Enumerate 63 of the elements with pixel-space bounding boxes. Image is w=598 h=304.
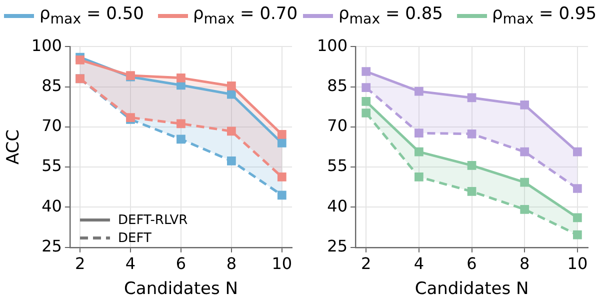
point <box>520 147 530 156</box>
point <box>277 138 286 148</box>
point <box>520 178 530 187</box>
legend-label: ρ$_{max}$ = 0.95 <box>492 4 597 28</box>
point <box>227 90 236 99</box>
point <box>467 161 476 170</box>
x-tick-label: 10 <box>272 254 292 274</box>
x-tick-label: 2 <box>361 254 372 274</box>
y-tick-label: 25 <box>327 236 348 256</box>
point <box>176 134 186 144</box>
point <box>414 86 424 96</box>
point <box>573 184 582 193</box>
point <box>573 213 582 222</box>
x-tick-label: 8 <box>520 254 530 274</box>
x-tick-label: 6 <box>176 254 186 274</box>
point <box>467 129 476 138</box>
y-tick-label: 100 <box>31 36 62 55</box>
point <box>362 67 371 76</box>
point <box>467 187 476 196</box>
point <box>573 147 582 156</box>
point <box>414 147 424 156</box>
point <box>573 230 582 240</box>
annotation: DEFT <box>118 230 152 246</box>
point <box>76 56 84 64</box>
y-axis-title: ACC <box>4 129 24 165</box>
point <box>277 172 286 182</box>
y-tick-label: 100 <box>316 36 348 55</box>
y-tick-label: 70 <box>42 116 62 136</box>
x-tick-label: 4 <box>414 254 424 274</box>
point <box>414 172 424 182</box>
y-tick-label: 85 <box>327 76 348 95</box>
x-tick-label: 4 <box>125 254 136 274</box>
x-tick-label: 2 <box>74 254 86 274</box>
x-tick-label: 6 <box>466 254 477 274</box>
point <box>362 83 371 92</box>
point <box>520 100 530 110</box>
y-tick-label: 55 <box>327 156 348 176</box>
point <box>414 128 424 138</box>
point <box>227 82 236 90</box>
y-tick-label: 40 <box>42 196 62 216</box>
y-tick-label: 40 <box>327 196 348 216</box>
point <box>176 119 186 128</box>
point <box>362 108 371 118</box>
y-tick-label: 25 <box>42 236 62 256</box>
point <box>277 190 286 200</box>
x-tick-label: 8 <box>226 254 237 274</box>
point <box>520 204 530 214</box>
legend-label: ρ$_{max}$ = 0.85 <box>338 4 443 28</box>
y-tick-label: 55 <box>42 156 62 176</box>
x-tick-label: 10 <box>567 254 588 274</box>
legend-label: ρ$_{max}$ = 0.50 <box>39 4 144 28</box>
legend-label: ρ$_{max}$ = 0.70 <box>193 4 298 28</box>
point <box>227 126 236 136</box>
y-tick-label: 85 <box>42 76 62 95</box>
x-axis-title: Candidates N <box>414 279 529 300</box>
y-tick-label: 70 <box>327 116 348 136</box>
point <box>227 156 236 166</box>
annotation: DEFT-RLVR <box>118 212 188 228</box>
point <box>176 73 186 82</box>
x-axis-title: Candidates N <box>124 279 238 300</box>
point <box>467 93 476 102</box>
point <box>277 130 286 139</box>
point <box>362 97 371 106</box>
